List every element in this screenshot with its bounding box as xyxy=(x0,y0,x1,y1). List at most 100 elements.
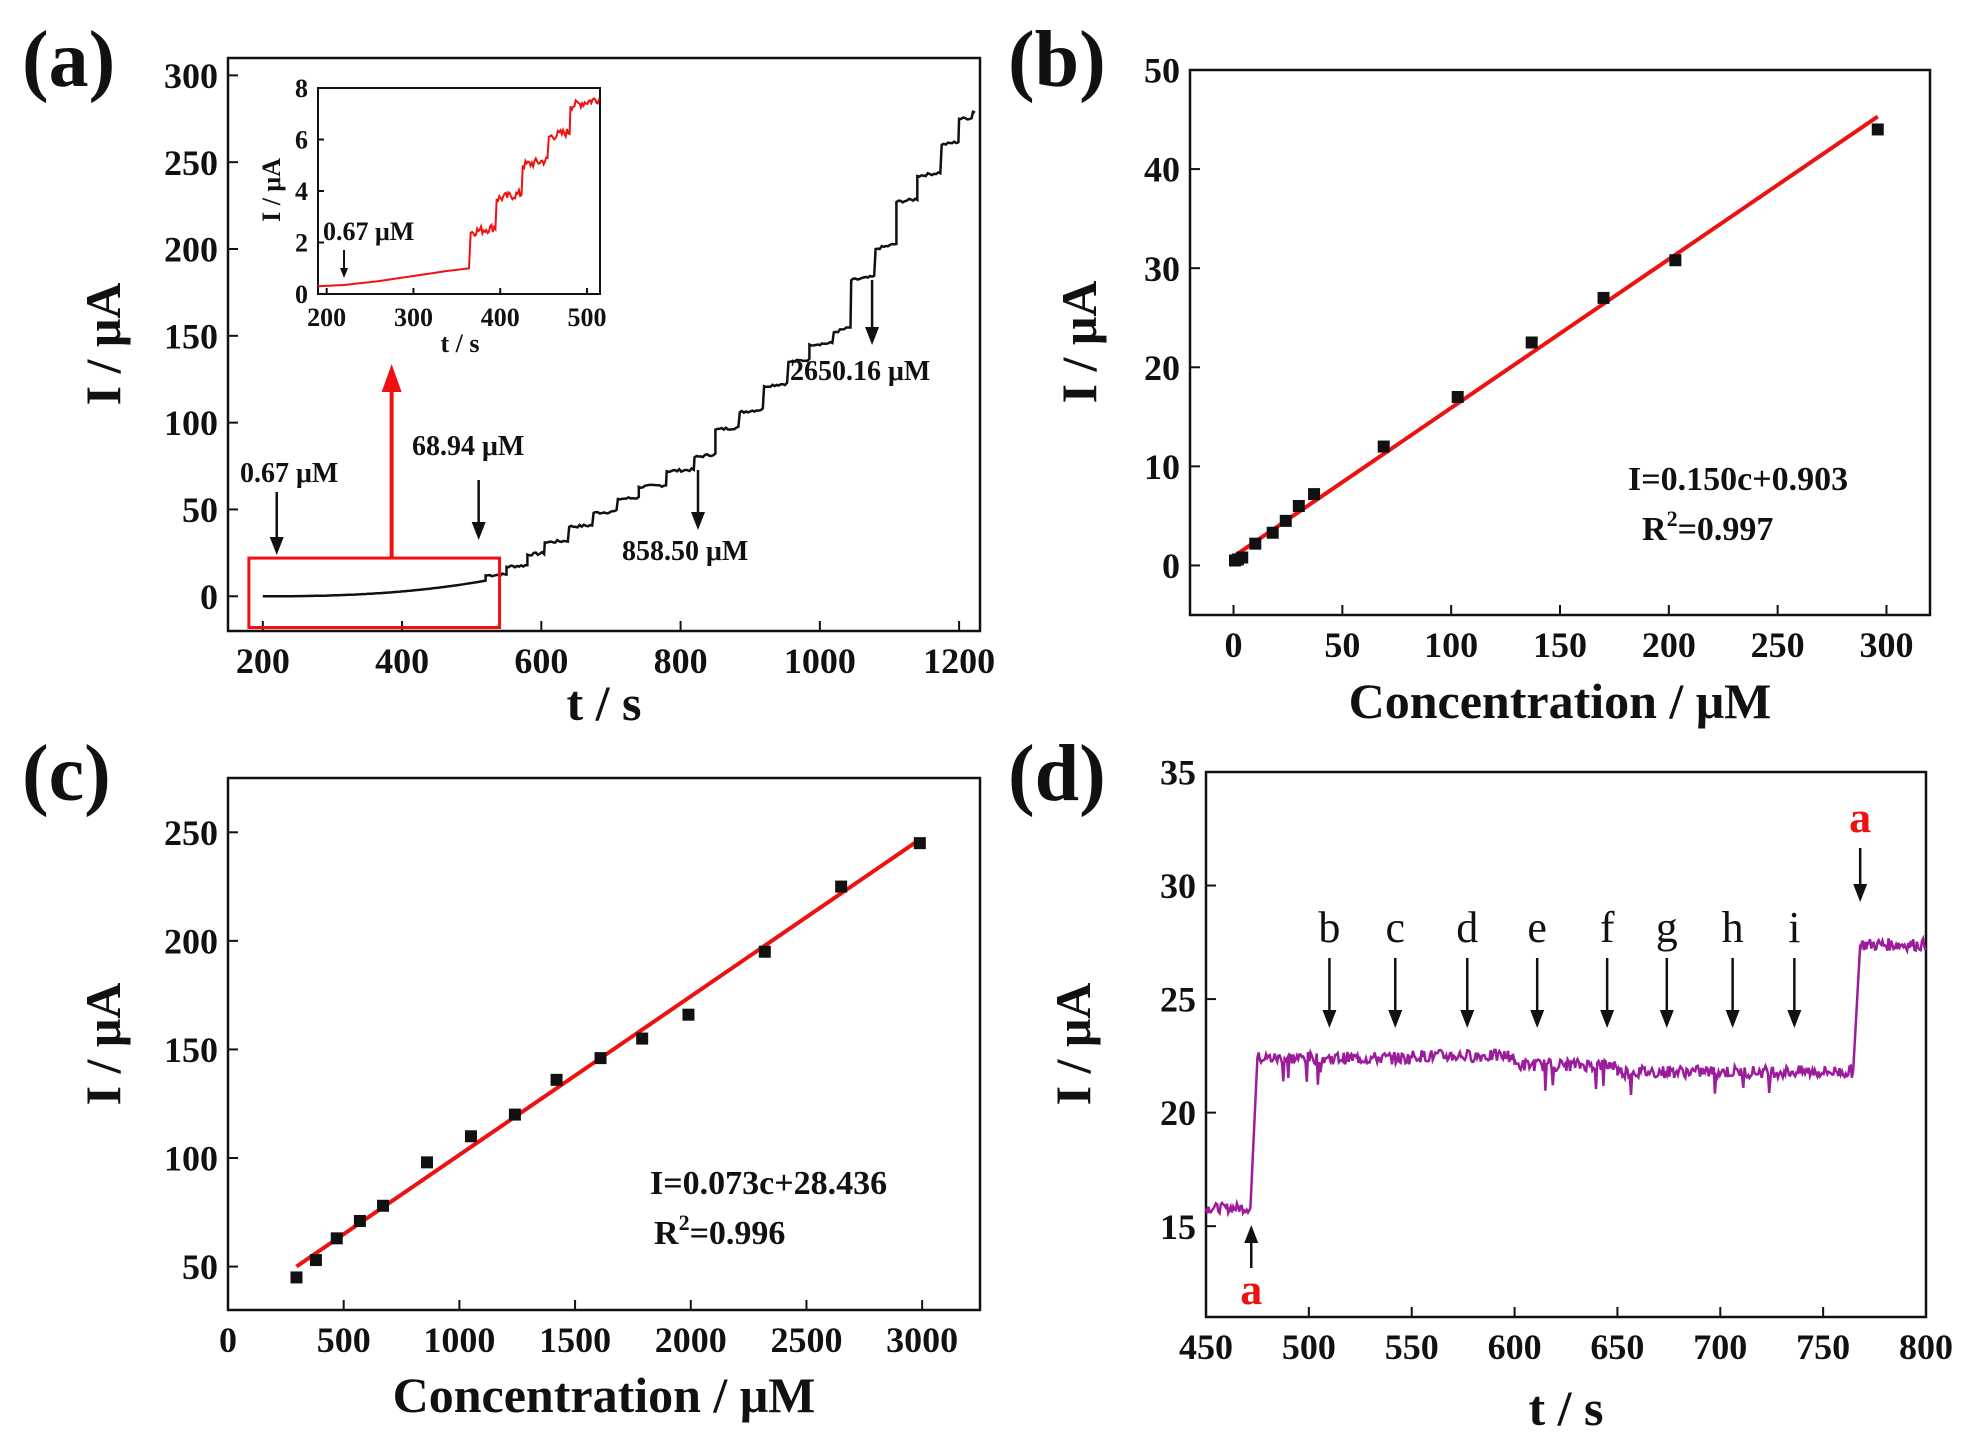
x-tick-label: 700 xyxy=(1693,1327,1747,1367)
panel-c-x-axis-label: Concentration / μM xyxy=(393,1367,816,1423)
data-point xyxy=(1377,440,1390,453)
data-point xyxy=(1597,291,1610,304)
arrow-head xyxy=(1244,1225,1259,1243)
x-tick-label: 300 xyxy=(394,303,433,332)
panel-d: (d) 450 500 550 600 650 700 750 800 1520253035 … xyxy=(1008,730,1953,1436)
x-tick-label: 600 xyxy=(514,641,568,681)
x-tick-label: 1500 xyxy=(539,1320,611,1360)
panel-d-frame xyxy=(1204,770,1928,1319)
y-tick-label: 20 xyxy=(1144,348,1180,388)
inset-annotation-label: 0.67 μM xyxy=(323,217,414,246)
fit-line xyxy=(295,837,921,1269)
x-tick-label: 2500 xyxy=(770,1320,842,1360)
panel-c-y-axis-label: I / μA xyxy=(75,983,131,1106)
panel-a-y-ticks: 0 50 100 150 200 250 300 xyxy=(164,56,238,617)
x-tick-label: 1000 xyxy=(784,641,856,681)
data-point xyxy=(758,945,771,958)
x-tick-label: 2000 xyxy=(655,1320,727,1360)
y-tick-label: 50 xyxy=(182,1247,218,1287)
y-tick-label: 200 xyxy=(164,230,218,270)
panel-b-r2-value: =0.997 xyxy=(1678,511,1774,548)
arrow-head xyxy=(1388,1010,1403,1028)
arrow-head xyxy=(1725,1010,1740,1028)
panel-c-plot xyxy=(290,837,926,1284)
inset-arrow-head xyxy=(340,268,349,278)
data-point xyxy=(594,1052,607,1065)
panel-d-y-axis-label: I / μA xyxy=(1045,983,1101,1106)
x-tick-label: 0 xyxy=(1225,625,1243,665)
inset-frame xyxy=(317,87,601,295)
panel-c-y-ticks: 50 100 150 200 250 xyxy=(164,813,238,1287)
y-tick-label: 30 xyxy=(1144,249,1180,289)
panel-b: (b) 0 50 100 150 200 250 300 0 10 20 30 40 50 Conce… xyxy=(1008,16,1932,729)
panel-b-x-axis-label: Concentration / μM xyxy=(1349,673,1772,729)
arrow-head xyxy=(1659,1010,1674,1028)
marker-label: e xyxy=(1527,903,1547,952)
data-point xyxy=(377,1199,390,1212)
y-tick-label: 35 xyxy=(1160,753,1196,793)
x-tick-label: 100 xyxy=(1424,625,1478,665)
data-point xyxy=(353,1214,366,1227)
arrow-head xyxy=(1853,884,1868,902)
x-tick-label: 650 xyxy=(1590,1327,1644,1367)
panel-c-frame xyxy=(226,776,982,1312)
data-point xyxy=(636,1032,649,1045)
data-point xyxy=(1669,254,1682,267)
panel-a-label: (a) xyxy=(22,16,115,104)
y-tick-label: 2 xyxy=(295,229,308,258)
data-point xyxy=(1451,391,1464,403)
y-tick-label: 150 xyxy=(164,1030,218,1070)
x-tick-label: 3000 xyxy=(886,1320,958,1360)
panel-b-r2-prefix: R xyxy=(1642,511,1667,548)
arrow-head xyxy=(691,512,705,530)
marker-label: g xyxy=(1656,903,1678,952)
panel-c-equation: I=0.073c+28.436 xyxy=(650,1165,887,1202)
marker-label: h xyxy=(1722,903,1744,952)
data-point xyxy=(508,1108,521,1121)
data-point xyxy=(835,880,848,893)
x-tick-label: 200 xyxy=(236,641,290,681)
panel-b-y-axis-label: I / μA xyxy=(1051,281,1107,404)
panel-b-r2: R2=0.997 xyxy=(1642,506,1773,548)
x-tick-label: 400 xyxy=(481,303,520,332)
data-point xyxy=(1249,537,1262,550)
marker-label: b xyxy=(1318,903,1340,952)
arrow-head xyxy=(1322,1010,1337,1028)
y-tick-label: 100 xyxy=(164,403,218,443)
y-tick-label: 15 xyxy=(1160,1207,1196,1247)
x-tick-label: 800 xyxy=(654,641,708,681)
inset-y-ticks: 0 2 4 6 8 xyxy=(295,74,324,309)
arrow-head xyxy=(1460,1010,1475,1028)
x-tick-label: 1000 xyxy=(423,1320,495,1360)
panel-c-r2-sup: 2 xyxy=(679,1210,690,1235)
series-line-current xyxy=(262,110,976,598)
bottom-marker-label: a xyxy=(1240,1265,1262,1314)
panel-c: (c) 0 500 1000 1500 2000 2500 3000 50 100 150 200… xyxy=(22,730,982,1423)
inset-pointer-head xyxy=(381,364,402,392)
y-tick-label: 100 xyxy=(164,1139,218,1179)
x-tick-label: 550 xyxy=(1385,1327,1439,1367)
arrow-head xyxy=(471,522,486,540)
data-point xyxy=(682,1008,695,1021)
panel-b-y-ticks: 0 10 20 30 40 50 xyxy=(1144,51,1200,586)
x-tick-label: 450 xyxy=(1179,1327,1233,1367)
y-tick-label: 25 xyxy=(1160,980,1196,1020)
x-tick-label: 500 xyxy=(317,1320,371,1360)
data-point xyxy=(309,1254,322,1267)
y-tick-label: 250 xyxy=(164,813,218,853)
marker-label: c xyxy=(1385,903,1405,952)
annotation-label: 0.67 μM xyxy=(240,458,338,489)
panel-d-plot xyxy=(1204,934,1927,1218)
annotation-label: 2650.16 μM xyxy=(790,356,930,387)
y-tick-label: 50 xyxy=(1144,51,1180,91)
panel-d-x-ticks: 450 500 550 600 650 700 750 800 xyxy=(1179,1307,1953,1367)
arrow-head xyxy=(1787,1010,1802,1028)
x-tick-label: 200 xyxy=(1642,625,1696,665)
panel-c-label: (c) xyxy=(22,730,111,818)
annotation-label: 858.50 μM xyxy=(622,536,748,567)
y-tick-label: 50 xyxy=(182,490,218,530)
panel-c-r2-value: =0.996 xyxy=(690,1215,786,1252)
y-tick-label: 30 xyxy=(1160,866,1196,906)
annotation-label: 68.94 μM xyxy=(412,431,524,462)
x-tick-label: 800 xyxy=(1899,1327,1953,1367)
